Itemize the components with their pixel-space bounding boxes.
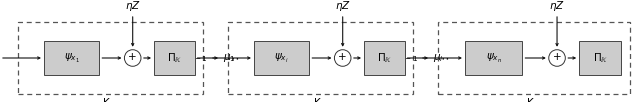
Bar [465, 41, 522, 75]
Circle shape [335, 50, 351, 66]
Text: $\eta Z$: $\eta Z$ [335, 0, 351, 13]
Text: $\psi_{x_1}$: $\psi_{x_1}$ [63, 52, 79, 65]
Text: $\mu_{n-1}$: $\mu_{n-1}$ [392, 52, 418, 64]
Circle shape [548, 50, 565, 66]
Text: $\Pi_{\mathbb{K}}$: $\Pi_{\mathbb{K}}$ [593, 51, 608, 65]
Bar [228, 22, 413, 94]
Text: $\mu_i$: $\mu_i$ [433, 52, 444, 64]
Text: $\mathrm{K}_{x_n}$: $\mathrm{K}_{x_n}$ [526, 97, 542, 102]
Text: +: + [129, 53, 137, 63]
Text: $\mu_{i-1}$: $\mu_{i-1}$ [184, 52, 208, 64]
Bar [44, 41, 99, 75]
Bar [438, 22, 630, 94]
Text: $\mathrm{K}_{x_1}$: $\mathrm{K}_{x_1}$ [102, 97, 118, 102]
Text: $\mu_1$: $\mu_1$ [223, 52, 236, 64]
Bar [254, 41, 309, 75]
Text: $\eta Z$: $\eta Z$ [125, 0, 141, 13]
Text: +: + [339, 53, 347, 63]
Text: $\Pi_{\mathbb{K}}$: $\Pi_{\mathbb{K}}$ [377, 51, 392, 65]
Text: $\eta Z$: $\eta Z$ [549, 0, 565, 13]
Bar [154, 41, 195, 75]
Bar [364, 41, 404, 75]
Text: $\cdots$: $\cdots$ [227, 52, 239, 64]
Bar [579, 41, 621, 75]
Text: $\psi_{x_i}$: $\psi_{x_i}$ [275, 52, 289, 65]
Text: +: + [553, 53, 561, 63]
Bar [18, 22, 203, 94]
Text: $\Pi_{\mathbb{K}}$: $\Pi_{\mathbb{K}}$ [167, 51, 182, 65]
Text: $\cdots$: $\cdots$ [436, 52, 449, 64]
Text: $\psi_{x_n}$: $\psi_{x_n}$ [486, 52, 502, 65]
Circle shape [124, 50, 141, 66]
Text: $\mathrm{K}_{x_i}$: $\mathrm{K}_{x_i}$ [313, 97, 328, 102]
